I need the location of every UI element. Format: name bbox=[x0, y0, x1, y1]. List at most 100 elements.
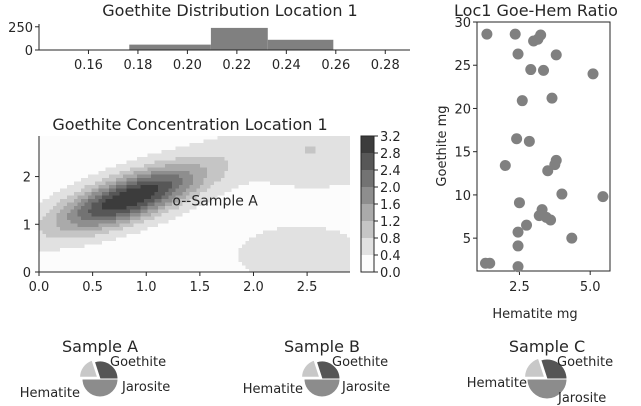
contour-cell bbox=[266, 139, 271, 144]
contour-cell bbox=[109, 150, 113, 154]
contour-cell bbox=[298, 139, 302, 144]
contour-cell bbox=[249, 167, 253, 172]
contour-cell bbox=[130, 206, 134, 210]
contour-cell bbox=[266, 199, 271, 203]
contour-cell bbox=[123, 262, 127, 266]
contour-cell bbox=[291, 227, 295, 231]
contour-cell bbox=[168, 171, 173, 175]
contour-cell bbox=[119, 255, 124, 259]
contour-cell bbox=[60, 262, 64, 266]
contour-cell bbox=[105, 237, 110, 242]
contour-cell bbox=[305, 188, 309, 193]
contour-cell bbox=[161, 237, 166, 242]
contour-cell bbox=[308, 230, 313, 235]
contour-cell bbox=[49, 174, 54, 179]
contour-cell bbox=[63, 244, 68, 249]
contour-cell bbox=[294, 174, 299, 179]
contour-cell bbox=[98, 157, 103, 161]
contour-cell bbox=[84, 185, 89, 189]
contour-cell bbox=[228, 269, 232, 272]
contour-cell bbox=[291, 199, 295, 203]
contour-cell bbox=[84, 150, 89, 154]
contour-cell bbox=[165, 269, 169, 272]
contour-cell bbox=[252, 139, 257, 144]
contour-cell bbox=[137, 241, 141, 245]
contour-cell bbox=[322, 171, 327, 175]
contour-cell bbox=[137, 136, 141, 140]
contour-cell bbox=[53, 234, 57, 238]
contour-cell bbox=[81, 248, 85, 252]
contour-cell bbox=[189, 181, 194, 186]
contour-cell bbox=[39, 213, 43, 217]
contour-cell bbox=[291, 248, 295, 252]
contour-cell bbox=[312, 220, 316, 224]
contour-cell bbox=[46, 255, 50, 259]
contour-cell bbox=[81, 153, 85, 158]
contour-cell bbox=[266, 192, 271, 196]
contour-cell bbox=[144, 143, 148, 147]
contour-cell bbox=[340, 192, 344, 196]
contour-cell bbox=[333, 181, 337, 186]
contour-cell bbox=[210, 164, 215, 168]
contour-cell bbox=[266, 185, 271, 189]
contour-cell bbox=[133, 244, 138, 249]
contour-cell bbox=[70, 262, 75, 266]
contour-cell bbox=[123, 209, 127, 214]
contour-cell bbox=[266, 153, 271, 158]
contour-cell bbox=[207, 174, 211, 179]
contour-cell bbox=[81, 269, 85, 272]
contour-cell bbox=[280, 227, 285, 231]
contour-cell bbox=[151, 262, 155, 266]
contour-cell bbox=[147, 209, 152, 214]
contour-cell bbox=[284, 237, 288, 242]
contour-cell bbox=[126, 164, 131, 168]
contour-cell bbox=[126, 199, 131, 203]
contour-cell bbox=[130, 199, 134, 203]
contour-cell bbox=[273, 150, 278, 154]
contour-cell bbox=[193, 202, 197, 207]
contour-cell bbox=[228, 164, 232, 168]
contour-cell bbox=[112, 227, 117, 231]
contour-cell bbox=[88, 230, 92, 235]
contour-cell bbox=[95, 251, 99, 256]
contour-cell bbox=[249, 269, 253, 272]
contour-cell bbox=[228, 146, 232, 151]
contour-cell bbox=[308, 220, 313, 224]
contour-cell bbox=[266, 174, 271, 179]
contour-cell bbox=[67, 136, 71, 140]
contour-cell bbox=[88, 265, 92, 270]
contour-cell bbox=[116, 216, 120, 221]
contour-cell bbox=[172, 230, 176, 235]
contour-cell bbox=[126, 227, 131, 231]
contour-cell bbox=[347, 171, 350, 175]
contour-cell bbox=[291, 244, 295, 249]
pie-slice bbox=[540, 358, 568, 380]
contour-cell bbox=[165, 178, 169, 182]
contour-cell bbox=[266, 234, 271, 238]
contour-cell bbox=[319, 209, 323, 214]
contour-cell bbox=[39, 258, 43, 263]
contour-cell bbox=[74, 216, 78, 221]
contour-cell bbox=[130, 248, 134, 252]
contour-cell bbox=[172, 178, 176, 182]
contour-cell bbox=[217, 220, 222, 224]
contour-cell bbox=[102, 181, 106, 186]
contour-cell bbox=[105, 157, 110, 161]
colorbar-segment bbox=[361, 136, 374, 153]
contour-cell bbox=[228, 227, 232, 231]
contour-cell bbox=[252, 160, 257, 165]
contour-cell bbox=[319, 181, 323, 186]
contour-cell bbox=[315, 230, 320, 235]
contour-cell bbox=[161, 199, 166, 203]
contour-cell bbox=[42, 213, 47, 217]
contour-cell bbox=[259, 164, 264, 168]
contour-cell bbox=[95, 216, 99, 221]
contour-cell bbox=[123, 181, 127, 186]
contour-cell bbox=[217, 248, 222, 252]
contour-cell bbox=[280, 265, 285, 270]
contour-cell bbox=[165, 223, 169, 228]
contour-cell bbox=[273, 269, 278, 272]
contour-cell bbox=[39, 251, 43, 256]
contour-cell bbox=[336, 202, 341, 207]
contour-cell bbox=[67, 227, 71, 231]
